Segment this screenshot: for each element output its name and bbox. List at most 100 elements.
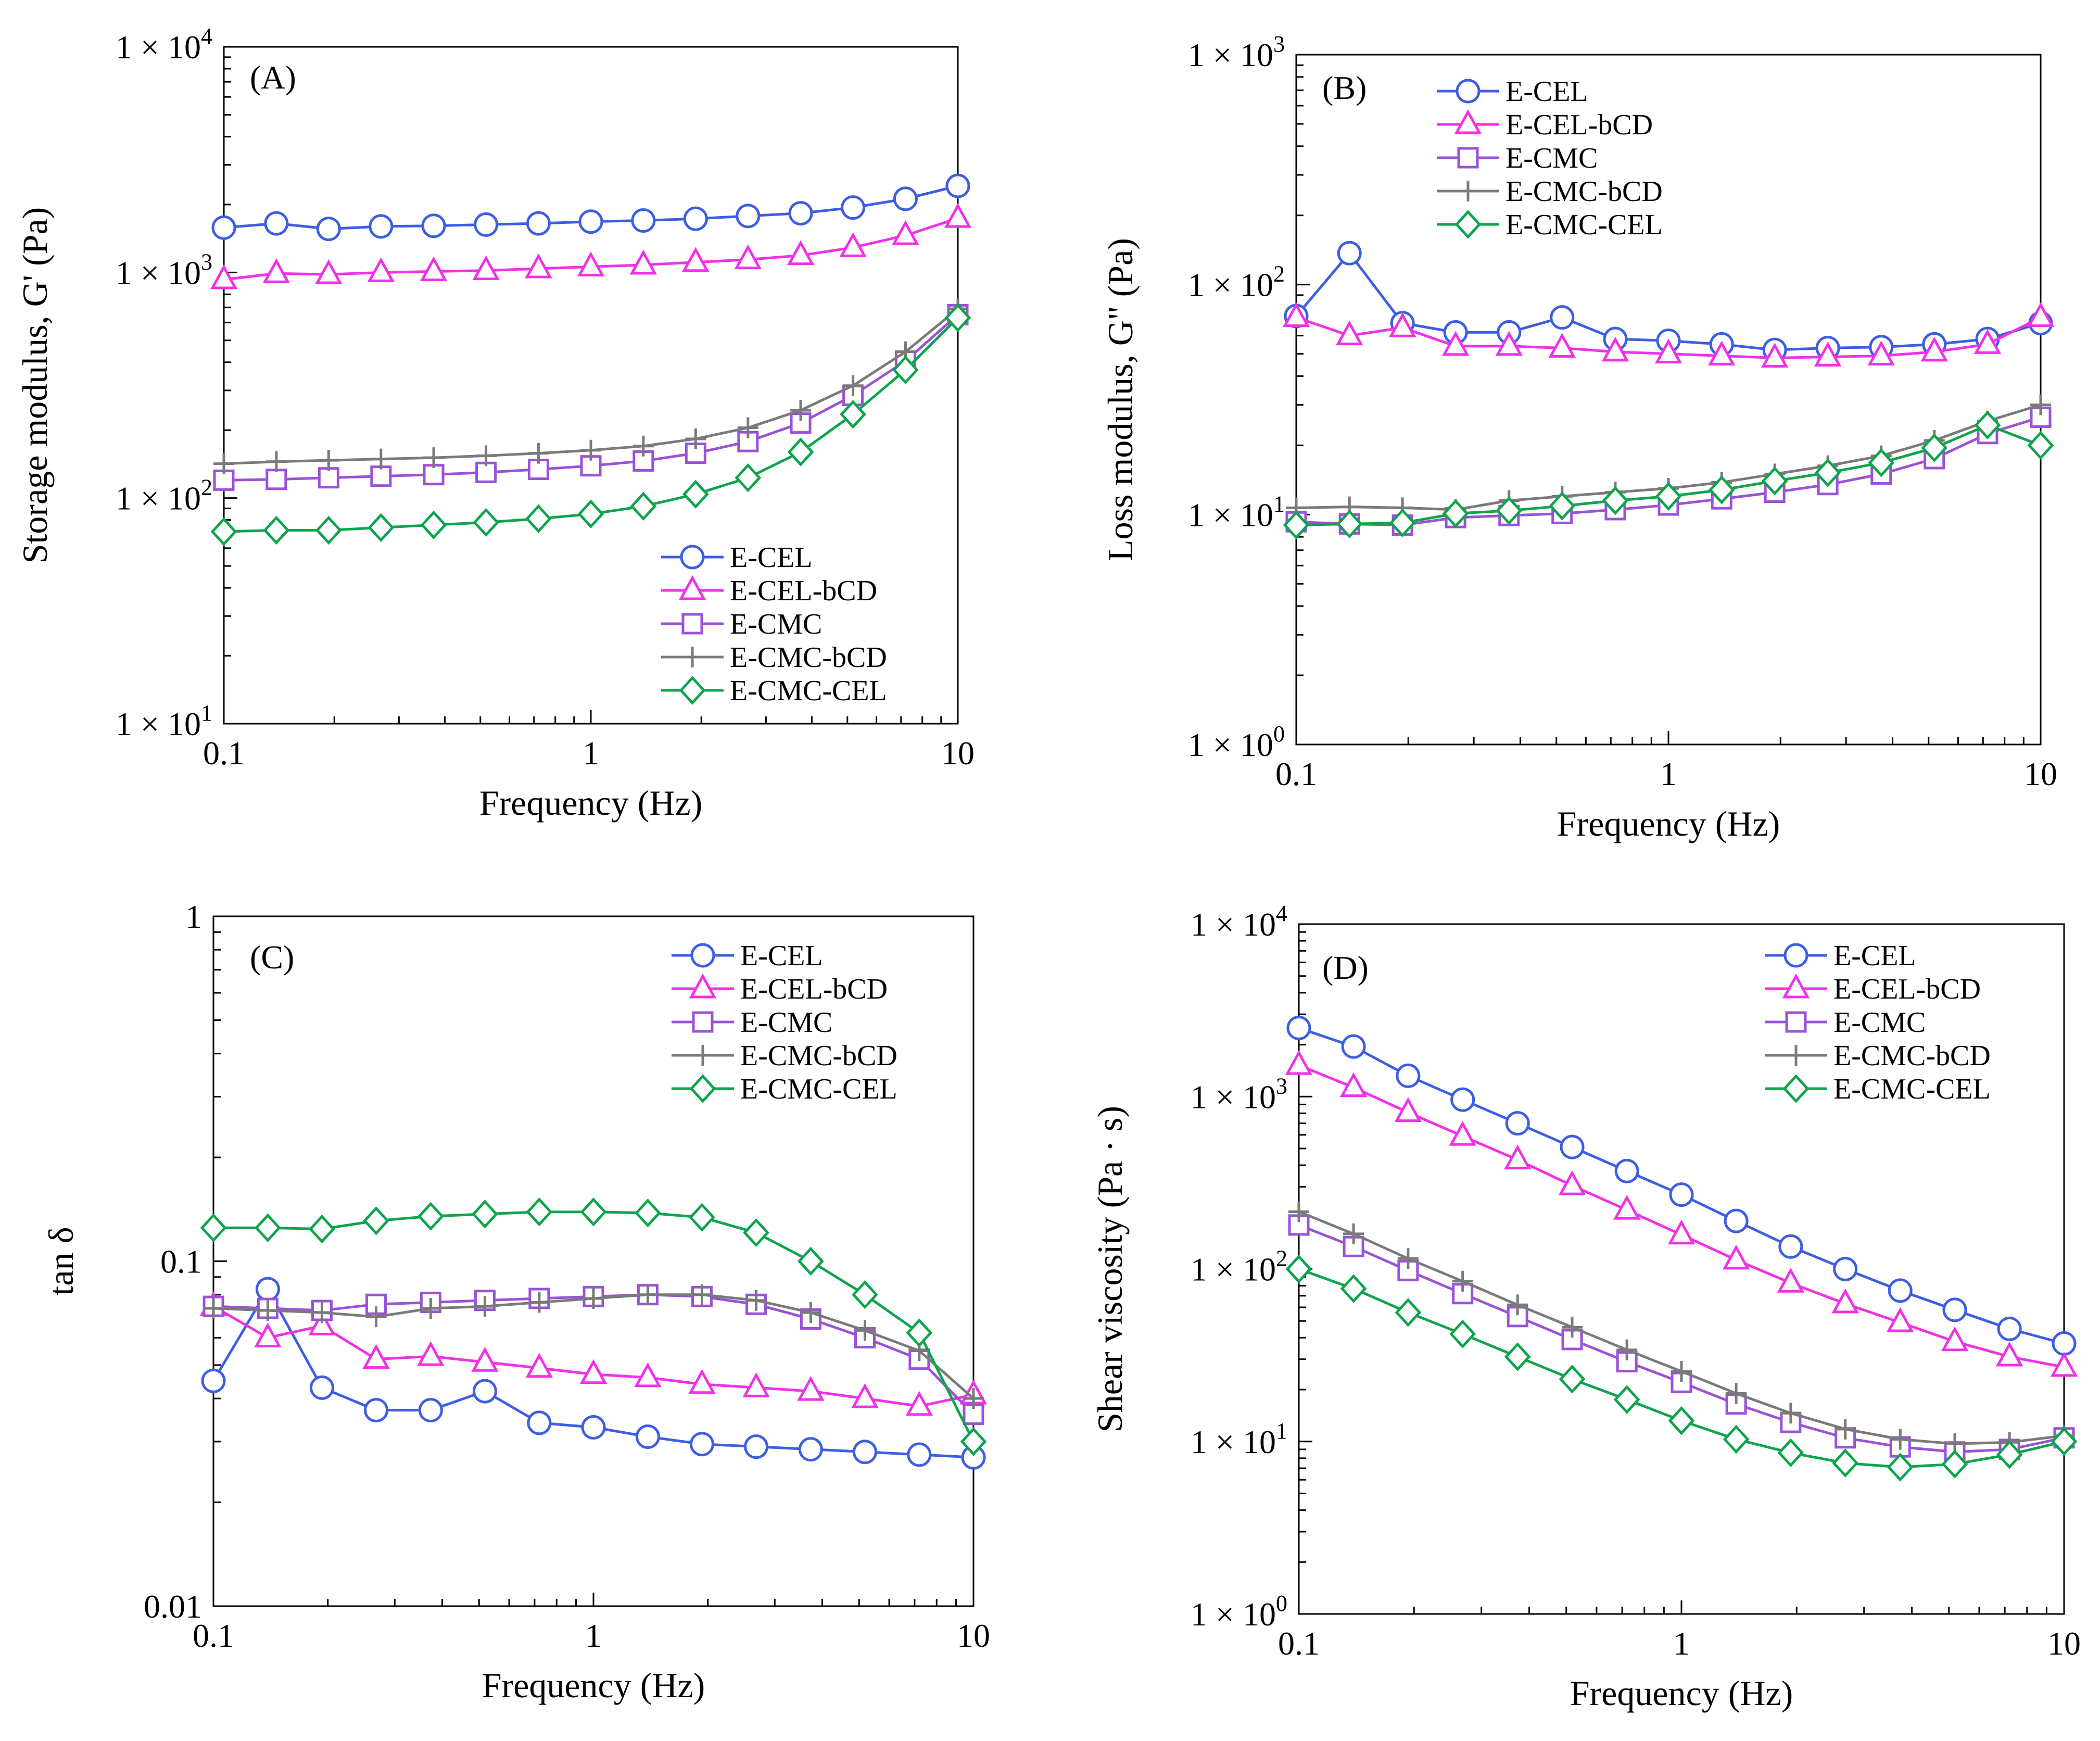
y-tick-label: 0.1 xyxy=(160,1243,202,1280)
x-tick-label: 10 xyxy=(941,735,975,772)
data-point xyxy=(1452,1270,1473,1292)
data-point xyxy=(787,437,814,466)
y-axis-label-b: Loss modulus, G" (Pa) xyxy=(1100,238,1140,561)
legend-marker xyxy=(1785,1011,1807,1033)
data-point xyxy=(1395,1298,1422,1327)
data-point xyxy=(318,450,339,471)
data-point xyxy=(1336,509,1363,539)
y-tick-base: 1 × 10 xyxy=(116,480,201,517)
y-axis-label-a: Storage modulus, G' (Pa) xyxy=(15,207,55,564)
data-point xyxy=(2030,394,2051,415)
series-e-cel xyxy=(211,173,970,242)
y-tick-exponent: 4 xyxy=(1276,901,1287,926)
data-point xyxy=(213,453,234,474)
y-tick-exponent: 2 xyxy=(201,475,212,500)
data-point xyxy=(417,1341,445,1366)
legend-marker xyxy=(681,613,703,635)
data-point xyxy=(1548,333,1576,358)
data-point xyxy=(1558,1170,1586,1195)
y-tick-exponent: 1 xyxy=(1276,1418,1287,1444)
y-tick-exponent: 0 xyxy=(1273,721,1285,747)
data-point xyxy=(309,1375,334,1400)
data-point xyxy=(1814,342,1842,367)
data-point xyxy=(840,400,866,429)
data-point xyxy=(1614,1158,1639,1183)
series-e-cmc-cel xyxy=(210,303,971,546)
panel-label-a: (A) xyxy=(250,59,296,96)
data-point xyxy=(1671,1361,1692,1382)
data-point xyxy=(318,467,339,489)
y-tick-label: 1 xyxy=(185,898,202,935)
legend-marker xyxy=(690,943,715,968)
data-point xyxy=(1442,499,1469,528)
legend-item: E-CMC-CEL xyxy=(1765,1073,1991,1105)
data-point xyxy=(1868,448,1895,477)
data-point xyxy=(263,515,290,545)
data-point xyxy=(2051,1427,2078,1456)
data-point xyxy=(629,249,657,275)
data-point xyxy=(634,1362,662,1387)
data-point xyxy=(852,1280,878,1309)
legend-item: E-CMC-CEL xyxy=(672,1073,897,1105)
data-point xyxy=(1887,1453,1914,1482)
data-point xyxy=(1778,1234,1803,1259)
x-tick-label: 1 xyxy=(583,735,599,772)
data-point xyxy=(370,465,392,487)
data-point xyxy=(907,1442,932,1467)
y-tick-exponent: 2 xyxy=(1276,1246,1287,1271)
data-point xyxy=(1996,1440,2023,1469)
data-point xyxy=(1495,331,1523,356)
y-tick-base: 1 × 10 xyxy=(116,705,201,742)
data-point xyxy=(1441,331,1470,356)
legend-label: E-CEL-bCD xyxy=(730,575,877,607)
x-tick-label: 10 xyxy=(957,1617,990,1654)
data-point xyxy=(583,1288,604,1309)
y-tick-exponent: 3 xyxy=(1273,31,1285,57)
y-tick-exponent: 1 xyxy=(1273,491,1285,516)
y-tick-base: 1 × 10 xyxy=(1188,36,1273,73)
legend-label: E-CMC-CEL xyxy=(1833,1073,1991,1105)
x-tick-label: 10 xyxy=(2047,1625,2081,1662)
legend-item: E-CEL-bCD xyxy=(1765,973,1981,1005)
legend-marker xyxy=(1456,79,1481,104)
legend-item: E-CEL xyxy=(1765,940,1916,972)
data-point xyxy=(309,1214,335,1244)
data-point xyxy=(632,435,654,457)
data-point xyxy=(578,209,603,234)
legend-marker xyxy=(692,1011,714,1033)
data-point xyxy=(841,195,866,220)
legend-label: E-CMC xyxy=(1833,1006,1926,1039)
data-point xyxy=(892,220,919,245)
data-point xyxy=(472,255,500,281)
data-point xyxy=(1655,482,1682,511)
data-point xyxy=(1397,1248,1419,1269)
data-point xyxy=(1997,1316,2022,1341)
data-point xyxy=(1286,1015,1311,1040)
data-point xyxy=(1667,1219,1696,1245)
legend-item: E-CMC xyxy=(672,1006,832,1039)
data-point xyxy=(527,1410,552,1435)
x-axis-label-a: Frequency (Hz) xyxy=(479,783,703,823)
data-point xyxy=(689,1203,715,1232)
data-point xyxy=(1449,1120,1476,1146)
legend-item: E-CEL-bCD xyxy=(661,575,877,607)
data-point xyxy=(417,1202,444,1231)
data-point xyxy=(1336,320,1363,346)
legend-label: E-CMC-bCD xyxy=(730,641,887,674)
data-point xyxy=(682,480,709,509)
data-point xyxy=(2050,1352,2078,1377)
y-tick-label: 1 × 104 xyxy=(116,23,212,66)
y-tick-base: 1 × 10 xyxy=(1191,906,1276,943)
data-point xyxy=(1496,496,1523,525)
legend-label: E-CMC xyxy=(740,1006,832,1039)
data-point xyxy=(368,513,395,543)
data-point xyxy=(892,355,919,385)
legend-item: E-CMC xyxy=(661,608,822,640)
data-point xyxy=(1708,475,1735,504)
legend-marker xyxy=(1457,147,1479,169)
legend-marker xyxy=(1786,1045,1806,1066)
data-point xyxy=(635,1198,661,1228)
data-point xyxy=(1920,336,1948,362)
data-point xyxy=(797,1376,825,1401)
